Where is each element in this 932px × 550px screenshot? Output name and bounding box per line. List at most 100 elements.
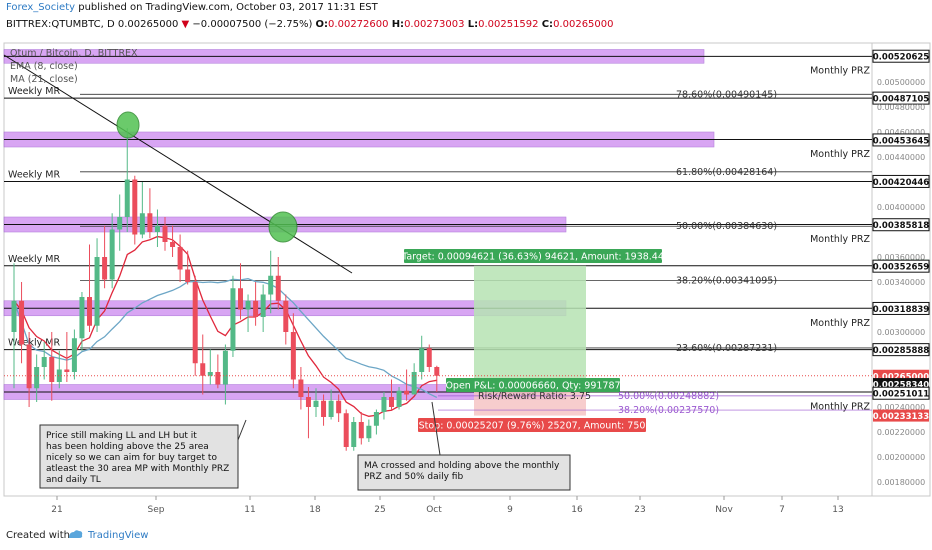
low-value: 0.00251592 [478,19,539,30]
candle [290,313,296,389]
price-tag [873,409,929,422]
candle-body [41,357,47,367]
candle [94,238,100,332]
price-tick: 0.00240000 [877,403,925,412]
chart-header: Forex_Society published on TradingView.c… [0,0,932,40]
fib-level: 61.80%(0.00428164) [80,167,872,178]
ema-8-line [13,235,437,417]
stop-label: Stop: 0.00025207 (9.76%) 25207, Amount: … [418,418,646,432]
candle [117,194,123,251]
legend-item: MA (21, close) [10,74,78,85]
highlight-circle [268,211,298,243]
candle [298,367,304,410]
candle-body [275,275,281,301]
candle [245,294,251,332]
candle-body [305,397,311,407]
legend-item: EMA (8, close) [10,61,78,72]
note-box-1-line: and daily TL [46,475,101,485]
candle-body [268,275,274,295]
candle-body [358,422,364,439]
candle [222,344,228,405]
candle-body [381,397,387,412]
note-box-2-box [357,454,571,491]
candle-body [396,390,402,407]
candle-body [411,372,417,395]
x-tick-label: Oct [426,505,442,515]
candle [170,225,176,257]
candle-body [336,400,342,414]
candle [366,419,372,442]
chart-legend: Qtum / Bitcoin, D, BITTREX EMA (8, close)… [10,48,138,85]
prz-zone: Monthly PRZ [3,131,872,160]
small-fib-level: 38.20%(0.00237570) [438,405,872,416]
candle-body [154,225,160,232]
x-tick-label: 21 [51,505,62,515]
x-tick-label: Nov [715,505,733,515]
price-tag-text: 0.00258340 [873,381,930,391]
tradingview-brand[interactable]: TradingView [88,530,149,541]
candle [41,342,47,380]
candle [215,354,221,389]
candle [328,389,334,420]
candle-body [192,282,198,364]
target-zone [474,265,586,385]
publish-info: published on TradingView.com, October 03… [78,2,378,13]
candle-body [253,300,259,317]
candle-body [109,229,115,280]
prz-label: Monthly PRZ [810,318,870,329]
price-tag-text: 0.00233133 [873,412,930,422]
price-chart[interactable]: 21 Sep 11 18 25 Oct 9 16 23 Nov 7 13 Monthly PRZ Mont… [0,40,932,520]
candle-body [366,425,372,439]
candle [283,294,289,345]
candle [26,332,32,407]
candle [109,213,115,289]
chart-footer: Created with TradingView [0,520,932,550]
last-price: 0.00265000 [117,19,179,30]
candle [238,263,243,320]
open-value: 0.00272600 [328,19,389,30]
candle [102,225,108,289]
price-box-text: 0.00487105 [873,95,930,105]
pnl-label: Open P&L: 0.00006660, Qty: 991787 [445,378,621,392]
candle [260,284,266,332]
candle-body [102,257,108,280]
candle [139,182,145,239]
candle [162,217,168,251]
candle-body [49,357,55,382]
price-box-text: 0.00385818 [873,221,930,231]
candle-body [139,213,145,235]
candle [64,332,70,382]
price-tick: 0.00500000 [877,78,925,87]
prz-label: Monthly PRZ [810,402,870,413]
candle-body [71,338,77,372]
prz-zone: Monthly PRZ [3,384,872,413]
candle [313,388,319,417]
candle [381,392,387,420]
rr-label: Risk/Reward Ratio: 3.75 [478,391,591,402]
candle-body [373,412,379,426]
candle-body [290,332,296,380]
price-tick: 0.00340000 [877,278,925,287]
candle [434,365,440,392]
candle [154,209,160,247]
candle-body [426,348,432,367]
candle [396,387,402,410]
target-label-box [404,249,662,263]
candle-body [185,269,191,282]
fib-label: 61.80%(0.00428164) [676,167,777,178]
candle-body [222,350,228,385]
candle [34,354,40,402]
note-box-1-pointer [237,419,247,441]
candle-body [419,348,425,372]
candle [11,263,17,389]
candle-body [26,344,32,389]
candles [11,128,440,451]
candle [147,188,153,239]
x-tick-label: 23 [634,505,645,515]
candle-body [11,300,17,332]
author-link[interactable]: Forex_Society [6,2,76,13]
note-box-1-line: has been holding above the 25 area [46,442,209,452]
weekly-mr-level: Weekly MR [4,338,872,351]
candle-body [19,300,25,345]
open-label: O: [315,19,329,30]
